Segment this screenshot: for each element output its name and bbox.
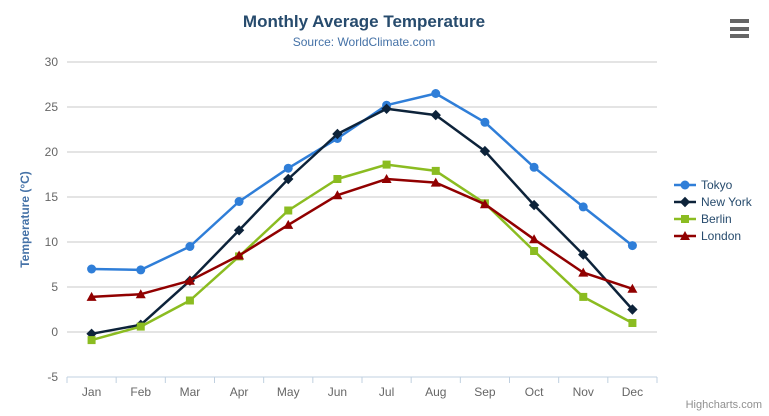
data-point[interactable] (529, 234, 540, 244)
data-point[interactable] (479, 199, 490, 209)
legend-label: Berlin (701, 211, 732, 226)
y-axis-title: Temperature (°C) (18, 171, 32, 268)
highcharts-credits-link[interactable]: Highcharts.com (685, 399, 762, 411)
series-line-new-york (90, 107, 634, 336)
legend-item-new-york[interactable]: New York (674, 193, 752, 210)
series-line-london (90, 177, 634, 299)
x-axis-label: Jan (82, 385, 101, 399)
data-point[interactable] (381, 103, 392, 114)
chart-title: Monthly Average Temperature (242, 12, 486, 31)
legend-item-london[interactable]: London (674, 227, 752, 244)
data-point[interactable] (627, 241, 637, 251)
chart-subtitle: Source: WorldClimate.com (292, 35, 436, 49)
x-axis-label: Jul (379, 385, 394, 399)
data-point[interactable] (430, 109, 441, 121)
data-point[interactable] (332, 128, 343, 140)
data-point[interactable] (283, 173, 294, 185)
data-point[interactable] (431, 166, 440, 175)
y-axis-label: 10 (45, 235, 59, 249)
x-axis-label: Apr (230, 385, 249, 399)
data-point[interactable] (87, 336, 96, 345)
y-axis-label: 25 (45, 100, 59, 114)
legend-swatch (679, 196, 691, 207)
data-point[interactable] (479, 145, 491, 157)
legend-marker-square-icon (674, 214, 696, 223)
legend-item-tokyo[interactable]: Tokyo (674, 176, 752, 193)
x-axis-label: Nov (573, 385, 594, 399)
data-point[interactable] (578, 202, 588, 212)
x-axis-label: Jun (328, 385, 347, 399)
data-point[interactable] (86, 291, 97, 301)
data-point[interactable] (529, 162, 539, 172)
legend-label: New York (701, 194, 752, 209)
data-point[interactable] (480, 117, 490, 127)
data-point[interactable] (430, 177, 441, 187)
data-point[interactable] (185, 296, 194, 305)
legend-swatch (680, 230, 690, 240)
data-point[interactable] (184, 275, 195, 285)
hamburger-icon (730, 26, 749, 31)
data-point[interactable] (234, 250, 245, 260)
data-point[interactable] (333, 175, 342, 183)
y-axis-label: 20 (45, 145, 59, 159)
data-point[interactable] (578, 267, 589, 277)
data-point[interactable] (284, 206, 293, 215)
data-point[interactable] (431, 89, 441, 98)
x-axis-label: Feb (130, 385, 151, 399)
y-axis-label: 0 (51, 325, 58, 339)
legend-swatch (681, 214, 689, 223)
data-point[interactable] (381, 174, 392, 183)
data-point[interactable] (627, 283, 638, 293)
data-point[interactable] (332, 190, 343, 200)
legend-marker-diamond-icon (674, 196, 696, 207)
x-axis-label: May (277, 385, 300, 399)
y-axis-label: 5 (51, 280, 58, 294)
data-point[interactable] (530, 247, 539, 255)
data-point[interactable] (283, 219, 294, 229)
y-axis-label: -5 (47, 370, 58, 384)
data-point[interactable] (579, 292, 588, 301)
export-menu-button[interactable] (730, 19, 749, 38)
series-line-berlin (90, 163, 634, 342)
data-point[interactable] (283, 163, 293, 173)
legend-marker-triangle-icon (674, 230, 696, 240)
legend-item-berlin[interactable]: Berlin (674, 210, 752, 227)
data-point[interactable] (627, 304, 638, 315)
x-axis-label: Oct (525, 385, 544, 399)
y-axis-label: 30 (45, 55, 59, 69)
x-axis-label: Dec (622, 385, 643, 399)
data-point[interactable] (382, 160, 391, 169)
x-axis-label: Mar (180, 385, 201, 399)
data-point[interactable] (135, 289, 146, 299)
legend-label: London (701, 228, 742, 243)
legend-swatch (680, 180, 690, 189)
hamburger-icon (730, 19, 749, 23)
data-point[interactable] (233, 225, 245, 236)
x-axis-label: Sep (474, 385, 496, 399)
data-point[interactable] (628, 319, 637, 327)
x-axis-label: Aug (425, 385, 446, 399)
data-point[interactable] (136, 322, 145, 331)
data-point[interactable] (185, 242, 195, 251)
legend-label: Tokyo (701, 177, 733, 192)
data-point[interactable] (234, 197, 244, 206)
data-point[interactable] (87, 264, 97, 274)
hamburger-icon (730, 34, 749, 38)
legend: Tokyo New York Berlin London (674, 176, 752, 244)
legend-marker-circle-icon (674, 180, 696, 189)
data-point[interactable] (136, 265, 146, 275)
data-point[interactable] (578, 249, 589, 260)
y-axis-label: 15 (45, 190, 59, 204)
data-point[interactable] (528, 199, 540, 211)
series-line-tokyo (90, 92, 634, 272)
